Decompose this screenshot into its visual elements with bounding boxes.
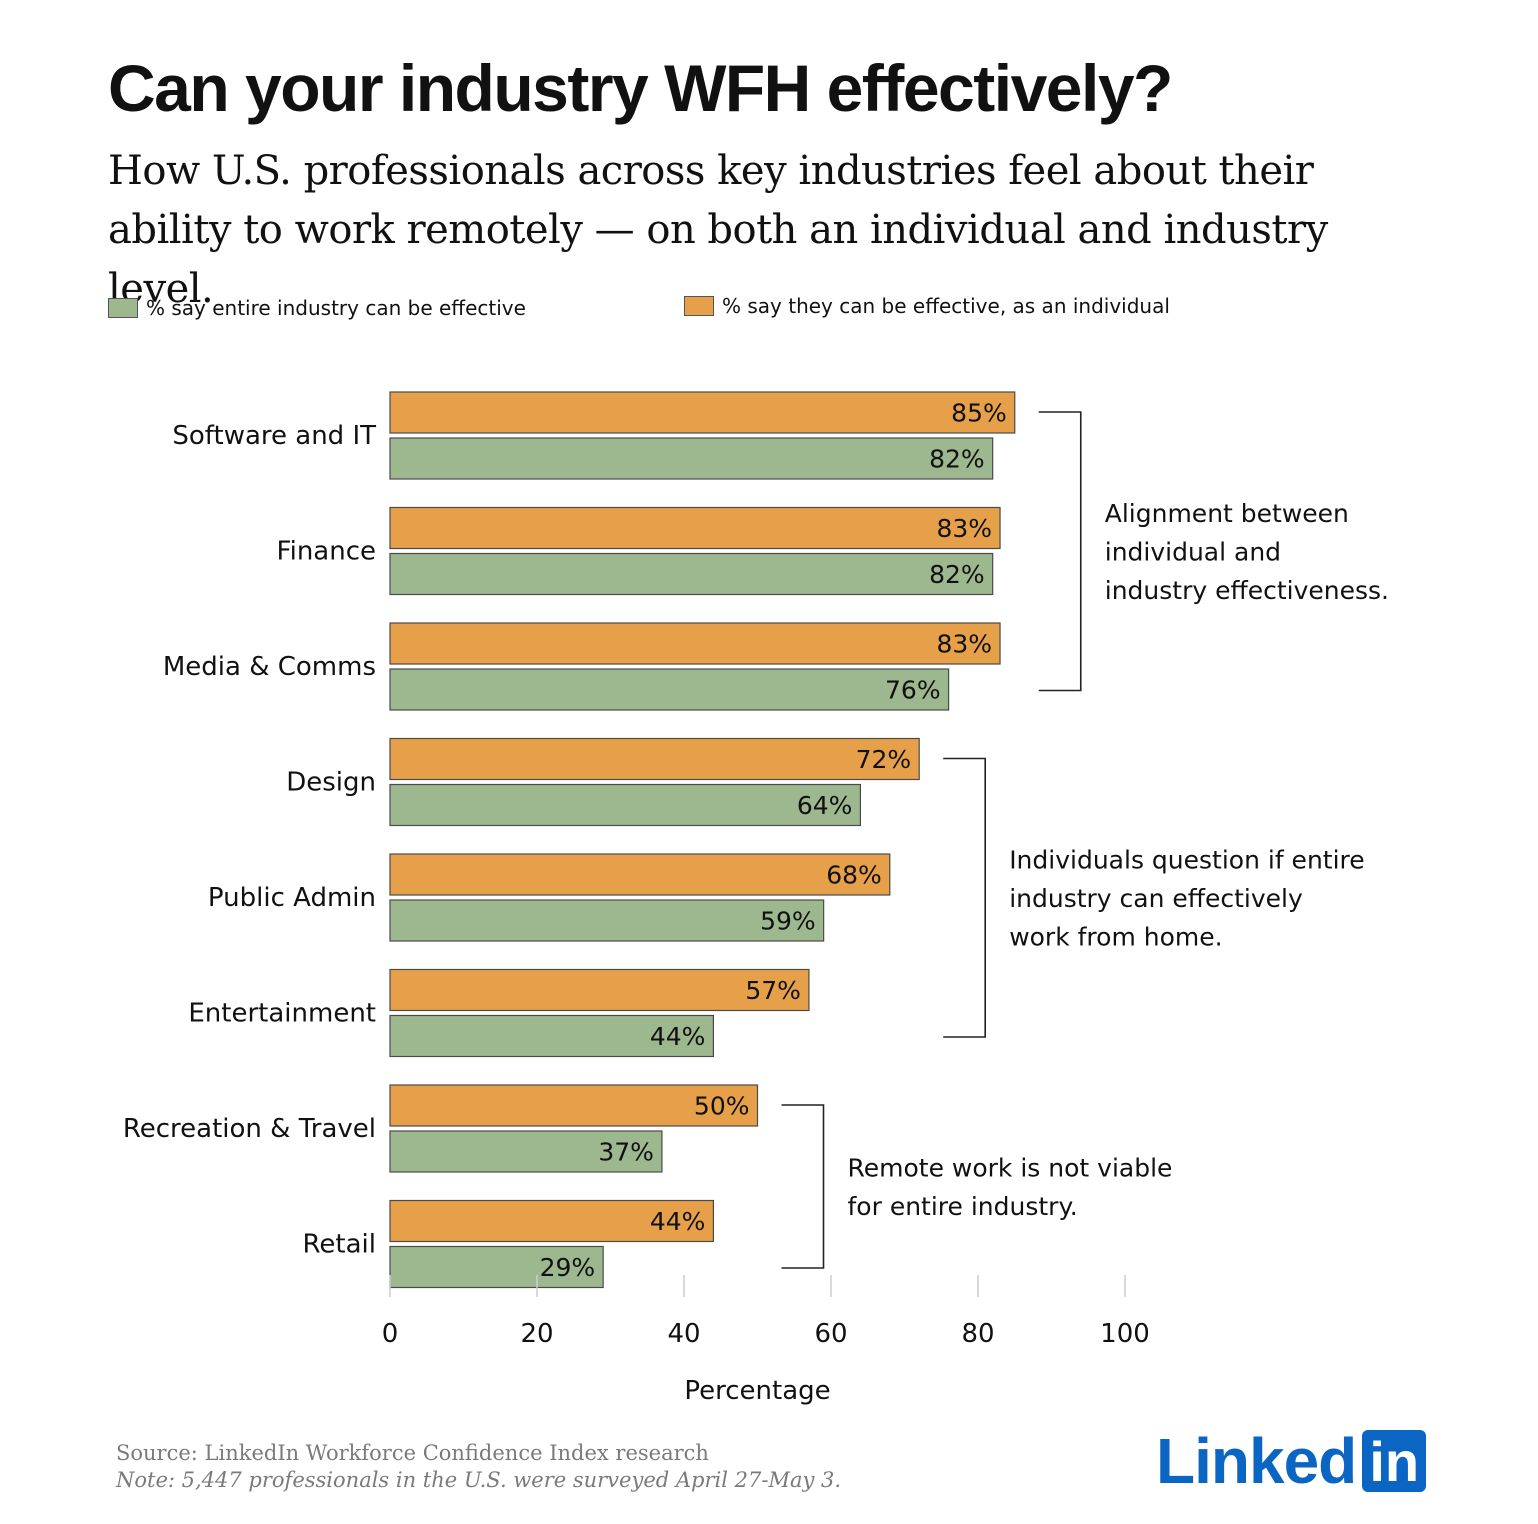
data-label-industry-finance: 82% [929, 560, 985, 589]
data-label-individual-finance: 83% [936, 514, 992, 543]
category-label-recreation-travel: Recreation & Travel [123, 1114, 376, 1144]
bar-individual-design [389, 737, 920, 781]
bar-individual-public-admin [389, 853, 891, 896]
bar-industry-finance [389, 552, 994, 596]
legend-label-industry: % say entire industry can be effective [146, 296, 526, 320]
bar-individual-media-comms [389, 622, 1001, 665]
annotation-text-2-line-1: Individuals question if entire [1009, 845, 1364, 874]
data-label-industry-software-and-it: 82% [929, 445, 985, 474]
x-axis-title: Percentage [684, 1376, 830, 1406]
x-tick-label-20: 20 [520, 1319, 553, 1349]
data-label-individual-media-comms: 83% [936, 630, 992, 659]
x-tick-label-0: 0 [382, 1319, 399, 1349]
bar-industry-media-comms [389, 668, 950, 711]
bar-industry-design [389, 783, 861, 827]
annotation-text-1-line-1: Alignment between [1105, 499, 1349, 528]
data-label-individual-retail: 44% [650, 1207, 706, 1236]
category-label-design: Design [286, 768, 376, 798]
chart-subtitle: How U.S. professionals across key indust… [108, 148, 1328, 312]
annotation-bracket-2 [943, 757, 987, 1038]
bar-individual-retail [389, 1199, 714, 1243]
legend-swatch-industry [108, 298, 138, 318]
data-label-individual-public-admin: 68% [826, 861, 882, 890]
linkedin-logo-box: in [1362, 1430, 1427, 1492]
category-label-software-and-it: Software and IT [172, 421, 376, 451]
category-label-media-comms: Media & Comms [163, 652, 376, 682]
bar-individual-software-and-it [389, 391, 1016, 434]
chart-title: Can your industry WFH effectively? [108, 51, 1173, 125]
source-footer: Source: LinkedIn Workforce Confidence In… [116, 1440, 841, 1494]
legend-label-individual: % say they can be effective, as an indiv… [722, 294, 1170, 318]
bar-individual-recreation-travel [389, 1084, 759, 1127]
x-tick-label-80: 80 [961, 1319, 994, 1349]
linkedin-logo: Linked in [1156, 1424, 1427, 1498]
data-label-industry-retail: 29% [540, 1253, 596, 1282]
x-tick-label-100: 100 [1100, 1319, 1150, 1349]
annotation-bracket-1 [1038, 411, 1082, 692]
data-label-industry-media-comms: 76% [885, 676, 941, 705]
data-label-industry-design: 64% [797, 791, 853, 820]
annotation-text-1-line-3: industry effectiveness. [1105, 576, 1389, 605]
category-label-public-admin: Public Admin [208, 883, 376, 913]
annotation-text-2-line-2: industry can effectively [1009, 884, 1303, 913]
data-label-individual-entertainment: 57% [745, 976, 801, 1005]
data-label-industry-recreation-travel: 37% [598, 1138, 654, 1167]
bar-individual-entertainment [389, 968, 810, 1012]
annotation-text-3-line-2: for entire industry. [848, 1192, 1078, 1221]
data-label-individual-design: 72% [856, 745, 912, 774]
annotation-text-3-line-1: Remote work is not viable [848, 1153, 1173, 1182]
annotation-bracket-3 [781, 1104, 825, 1269]
data-label-individual-recreation-travel: 50% [694, 1092, 750, 1121]
bar-individual-finance [389, 506, 1001, 550]
category-label-retail: Retail [303, 1230, 376, 1260]
category-label-finance: Finance [277, 537, 376, 567]
legend-item-individual: % say they can be effective, as an indiv… [684, 294, 1170, 318]
bar-industry-recreation-travel [389, 1130, 663, 1173]
data-label-industry-entertainment: 44% [650, 1022, 706, 1051]
annotation-text-1-line-2: individual and [1105, 537, 1281, 566]
linkedin-logo-text: Linked [1156, 1425, 1357, 1497]
category-label-entertainment: Entertainment [188, 999, 376, 1029]
bar-industry-software-and-it [389, 437, 994, 480]
legend-swatch-individual [684, 296, 714, 316]
data-label-industry-public-admin: 59% [760, 907, 816, 936]
bar-industry-public-admin [389, 899, 825, 942]
annotation-text-2-line-3: work from home. [1009, 922, 1222, 951]
x-tick-label-60: 60 [814, 1319, 847, 1349]
bar-industry-retail [389, 1245, 604, 1289]
bar-industry-entertainment [389, 1014, 714, 1058]
x-tick-label-40: 40 [667, 1319, 700, 1349]
legend-item-industry: % say entire industry can be effective [108, 296, 526, 320]
note-text: Note: 5,447 professionals in the U.S. we… [116, 1468, 842, 1492]
data-label-individual-software-and-it: 85% [951, 399, 1007, 428]
source-text: Source: LinkedIn Workforce Confidence In… [116, 1441, 709, 1465]
